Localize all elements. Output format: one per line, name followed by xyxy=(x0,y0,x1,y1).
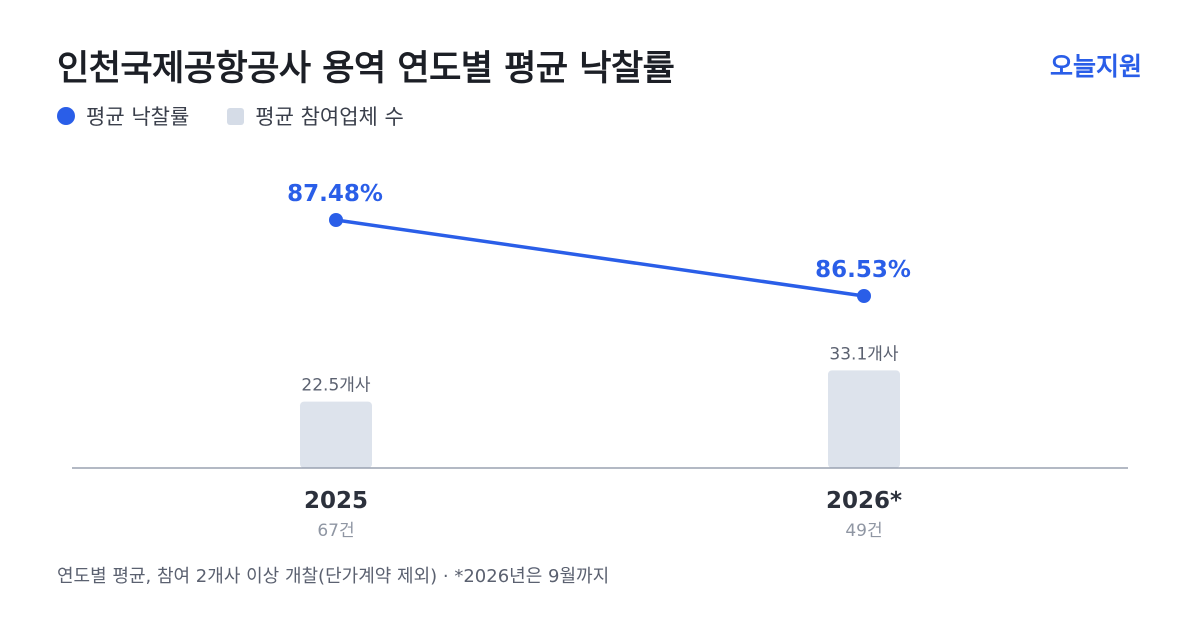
line-rate-series xyxy=(334,218,866,298)
bar-value-label: 22.5개사 xyxy=(301,376,370,396)
line-value-label: 87.48% xyxy=(287,181,383,207)
legend-square-icon xyxy=(227,107,245,125)
bar-value-label: 33.1개사 xyxy=(829,344,898,364)
x-tick-sublabel: 49건 xyxy=(845,521,882,541)
bar-bidders xyxy=(300,401,372,468)
x-tick-label: 2025 xyxy=(304,488,368,514)
chart-legend: 평균 낙찰률 평균 참여업체 수 xyxy=(57,101,442,131)
legend-item-bidders: 평균 참여업체 수 xyxy=(227,101,404,131)
brand-link[interactable]: 오늘지원 xyxy=(1049,52,1142,81)
legend-item-rate: 평균 낙찰률 xyxy=(57,101,189,131)
legend-dot-icon xyxy=(57,107,75,125)
x-tick-sublabel: 67건 xyxy=(317,521,354,541)
line-rate-point xyxy=(857,289,871,303)
bar-bidders xyxy=(828,370,900,468)
legend-label-rate: 평균 낙찰률 xyxy=(86,105,190,129)
line-value-label: 86.53% xyxy=(815,257,911,283)
x-tick-label: 2026* xyxy=(826,488,902,514)
legend-label-bidders: 평균 참여업체 수 xyxy=(255,105,404,129)
line-rate-point xyxy=(329,213,343,227)
footnote: 연도별 평균, 참여 2개사 이상 개찰(단가계약 제외) · *2026년은 … xyxy=(57,566,610,587)
chart-title: 인천국제공항공사 용역 연도별 평균 낙찰률 xyxy=(57,49,675,89)
